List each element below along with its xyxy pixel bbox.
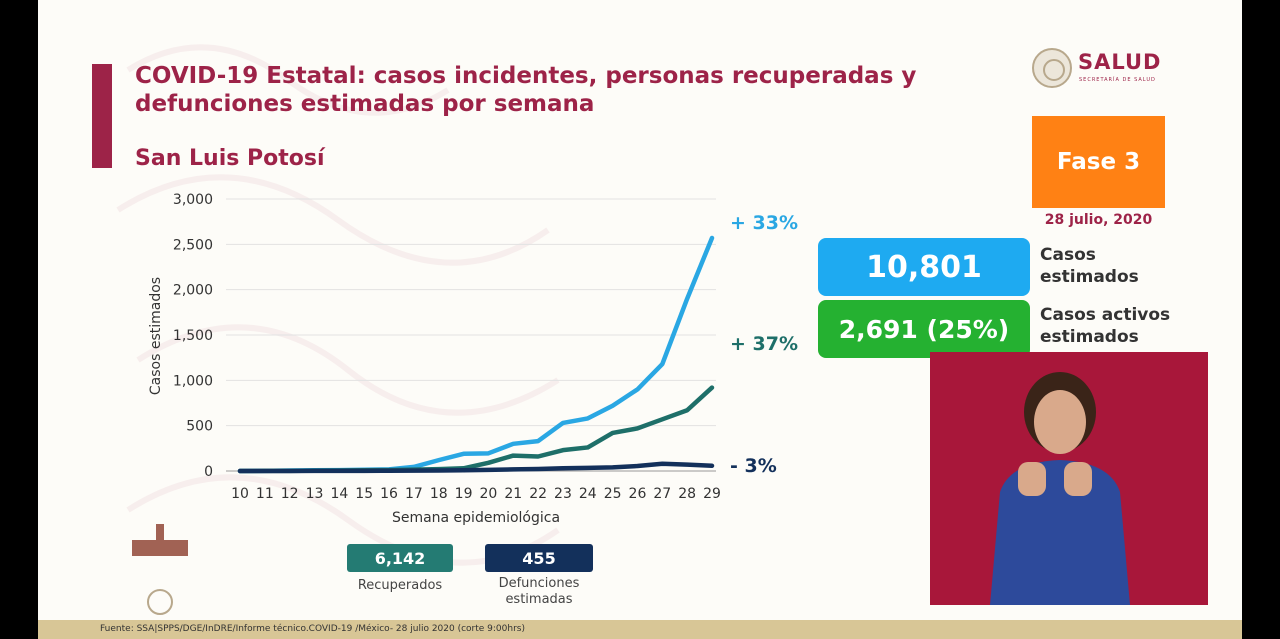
x-tick-label: 23: [554, 486, 572, 502]
sign-language-interpreter-video: [930, 352, 1208, 605]
x-tick-label: 17: [405, 486, 423, 502]
x-tick-label: 12: [281, 486, 299, 502]
x-tick-label: 25: [604, 486, 622, 502]
x-tick-label: 19: [455, 486, 473, 502]
monument-icon: [132, 524, 188, 615]
x-tick-label: 29: [703, 486, 721, 502]
y-tick-label: 2,500: [173, 237, 213, 253]
series-line: [237, 461, 715, 474]
y-tick-label: 1,000: [173, 373, 213, 389]
x-tick-label: 14: [330, 486, 348, 502]
background-pattern: [116, 44, 560, 566]
source-note: Fuente: SSA|SPPS/DGE/InDRE/Informe técni…: [100, 624, 525, 634]
x-axis-title: Semana epidemiológica: [392, 510, 560, 526]
x-tick-label: 27: [653, 486, 671, 502]
active-cases-label: Casos activos estimados: [1040, 305, 1171, 347]
cases-estimated-value: 10,801: [818, 238, 1030, 296]
series-end-label: + 33%: [730, 212, 798, 234]
page-title: COVID-19 Estatal: casos incidentes, pers…: [135, 63, 917, 117]
series-end-label: + 37%: [730, 333, 798, 355]
y-axis-title: Casos estimados: [148, 277, 164, 395]
x-tick-label: 18: [430, 486, 448, 502]
deaths-label: Defunciones estimadas: [498, 576, 580, 607]
x-tick-label: 26: [629, 486, 647, 502]
y-tick-label: 1,500: [173, 328, 213, 344]
seal-icon: [1032, 48, 1072, 88]
salud-logo: SALUD SECRETARÍA DE SALUD: [1032, 48, 1182, 92]
x-tick-label: 13: [306, 486, 324, 502]
x-tick-label: 11: [256, 486, 274, 502]
phase-badge: Fase 3: [1032, 116, 1165, 208]
series-end-label: - 3%: [730, 455, 777, 477]
x-tick-label: 24: [579, 486, 597, 502]
x-tick-label: 15: [355, 486, 373, 502]
series-line: [237, 385, 715, 474]
slide: COVID-19 Estatal: casos incidentes, pers…: [38, 0, 1242, 639]
cases-estimated-label: Casos estimados: [1040, 245, 1139, 287]
y-tick-label: 2,000: [173, 283, 213, 299]
logo-name: SALUD: [1078, 50, 1162, 74]
page-subtitle: San Luis Potosí: [135, 146, 325, 171]
footer-bar: Fuente: SSA|SPPS/DGE/InDRE/Informe técni…: [38, 620, 1242, 639]
x-tick-label: 21: [504, 486, 522, 502]
y-tick-label: 3,000: [173, 192, 213, 208]
x-tick-label: 20: [480, 486, 498, 502]
x-tick-label: 22: [529, 486, 547, 502]
y-tick-label: 500: [186, 419, 213, 435]
recovered-total: 6,142: [347, 544, 453, 572]
deaths-total: 455: [485, 544, 593, 572]
logo-subtitle: SECRETARÍA DE SALUD: [1079, 77, 1156, 83]
series-line: [237, 235, 715, 474]
x-tick-label: 28: [678, 486, 696, 502]
title-accent-bar: [92, 64, 112, 168]
active-cases-value: 2,691 (25%): [818, 300, 1030, 358]
x-tick-label: 10: [231, 486, 249, 502]
interpreter-figure: [990, 372, 1130, 605]
y-tick-label: 0: [204, 464, 213, 480]
report-date: 28 julio, 2020: [1044, 212, 1153, 228]
x-tick-label: 16: [380, 486, 398, 502]
recovered-label: Recuperados: [357, 578, 443, 593]
